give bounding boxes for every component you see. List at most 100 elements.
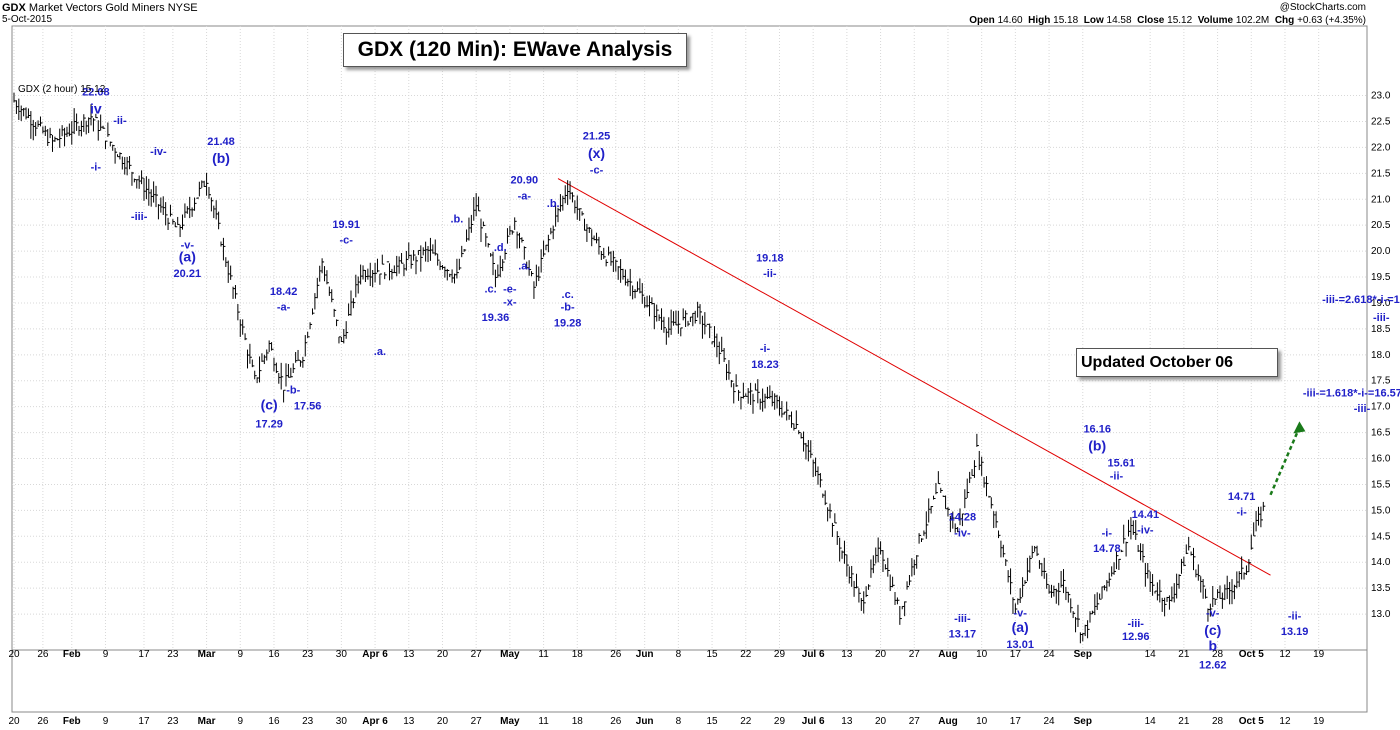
x-tick-label: 16 (268, 649, 280, 660)
wave-label: 19.18 (756, 252, 784, 264)
x-tick-label: 23 (302, 649, 314, 660)
x-tick-label: 14 (1145, 649, 1157, 660)
y-tick-label: 14.0 (1371, 557, 1391, 568)
wave-label: 19.28 (554, 317, 582, 329)
x-tick-label: 20 (437, 649, 449, 660)
x-tick-label: 14 (1145, 716, 1157, 727)
x-tick-label: 9 (237, 716, 243, 727)
wave-label: iv (90, 101, 102, 117)
x-axis: 20 20 26 26 Feb Feb 9 9 17 17 23 23 Mar Mar 9 9 16 16 23 23… (8, 649, 1324, 727)
y-tick-label: 13.5 (1371, 583, 1391, 594)
x-tick-label: 11 (538, 716, 549, 727)
wave-label: -a- (277, 302, 291, 314)
x-tick-label: 10 (976, 649, 988, 660)
wave-label: 12.62 (1199, 660, 1227, 672)
wave-label: 17.56 (294, 400, 322, 412)
wave-label: -i- (1102, 527, 1113, 539)
wave-label: 19.91 (332, 219, 360, 231)
x-tick-label: 26 (37, 649, 49, 660)
x-tick-label: 8 (676, 649, 682, 660)
wave-label: 14.71 (1228, 491, 1256, 503)
wave-label: (a) (1012, 619, 1029, 635)
x-tick-label: 30 (336, 649, 348, 660)
y-tick-label: 17.0 (1371, 402, 1391, 413)
x-tick-label: Apr 6 (362, 649, 388, 660)
y-tick-label: 13.0 (1371, 609, 1391, 620)
x-tick-label: 13 (403, 649, 415, 660)
x-tick-label: Feb (63, 716, 81, 727)
x-tick-label: Oct 5 (1239, 649, 1264, 660)
wave-label: 18.23 (751, 359, 779, 371)
x-tick-label: 26 (610, 716, 622, 727)
x-tick-label: 20 (8, 716, 20, 727)
wave-label: 12.96 (1122, 631, 1150, 643)
wave-label: 21.48 (207, 136, 235, 148)
x-tick-label: 13 (403, 716, 415, 727)
x-tick-label: 27 (909, 649, 921, 660)
wave-label: (c) (261, 396, 278, 412)
x-tick-label: 24 (1044, 649, 1056, 660)
x-tick-label: 22 (740, 649, 752, 660)
wave-label: -x- (503, 297, 517, 309)
wave-label: -i- (91, 162, 102, 174)
x-tick-label: Aug (938, 716, 957, 727)
wave-label: -b- (286, 385, 300, 397)
wave-label: 21.25 (583, 131, 611, 143)
wave-label: 13.17 (949, 628, 977, 640)
wave-label: (c) (1204, 622, 1221, 638)
wave-label: 14.78 (1093, 543, 1121, 555)
x-tick-label: 18 (572, 649, 584, 660)
exchange: NYSE (167, 2, 198, 14)
x-tick-label: 8 (676, 716, 682, 727)
symbol: GDX (2, 2, 26, 14)
x-tick-label: 20 (437, 716, 449, 727)
x-tick-label: 26 (610, 649, 622, 660)
wave-label: -iv- (1137, 525, 1154, 537)
wave-label: -b- (561, 302, 575, 314)
wave-label: -ii- (1288, 610, 1302, 622)
wave-label: -ii- (1110, 470, 1124, 482)
x-tick-label: 22 (740, 716, 752, 727)
wave-label: -iv- (954, 527, 971, 539)
y-tick-label: 20.0 (1371, 246, 1391, 257)
x-tick-label: Jul 6 (802, 716, 825, 727)
y-tick-label: 18.5 (1371, 324, 1391, 335)
updated-label: Updated October 06 (1076, 348, 1278, 377)
wave-label: 14.28 (949, 512, 977, 524)
wave-label: 19.36 (482, 312, 510, 324)
x-tick-label: 15 (707, 716, 719, 727)
wave-label: -iii- (954, 613, 971, 625)
y-tick-label: 19.5 (1371, 272, 1391, 283)
wave-label: 20.21 (174, 268, 202, 280)
x-tick-label: May (500, 716, 520, 727)
wave-label: .a. (374, 346, 386, 358)
y-tick-label: 22.0 (1371, 142, 1391, 153)
wave-label: (b) (212, 150, 230, 166)
x-tick-label: 23 (167, 716, 179, 727)
x-tick-label: 18 (572, 716, 584, 727)
x-tick-label: Sep (1074, 649, 1092, 660)
wave-label: -iii-=1.618*-i-=16.57 (1303, 387, 1400, 399)
x-tick-label: 15 (707, 649, 719, 660)
y-tick-label: 16.5 (1371, 428, 1391, 439)
wave-label: -e- (503, 284, 517, 296)
y-tick-label: 17.5 (1371, 376, 1391, 387)
x-tick-label: Oct 5 (1239, 716, 1264, 727)
x-tick-label: 9 (237, 649, 243, 660)
x-tick-label: 10 (976, 716, 988, 727)
wave-label: -i- (1236, 507, 1247, 519)
x-tick-label: Mar (198, 649, 216, 660)
x-tick-label: 13 (841, 649, 853, 660)
watermark: @StockCharts.com (1279, 2, 1366, 13)
x-tick-label: May (500, 649, 520, 660)
y-tick-label: 20.5 (1371, 220, 1391, 231)
projection-arrowhead (1293, 421, 1306, 434)
wave-annotations: 22.08iv-ii--i--iv-21.48(b)-iii--v-(a)20.… (82, 87, 1400, 672)
wave-label: .b. (450, 214, 463, 226)
y-tick-label: 16.0 (1371, 454, 1391, 465)
y-tick-label: 18.0 (1371, 350, 1391, 361)
wave-label: -c- (590, 164, 604, 176)
x-tick-label: 29 (774, 716, 786, 727)
x-tick-label: 20 (875, 649, 887, 660)
ohlc-line: Open 14.60 High 15.18 Low 14.58 Close 15… (969, 15, 1366, 26)
